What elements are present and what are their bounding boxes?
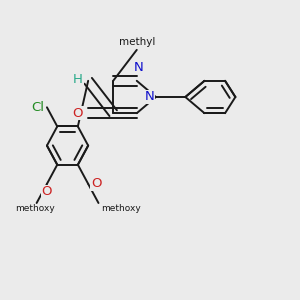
Text: O: O xyxy=(91,177,102,190)
Text: O: O xyxy=(72,107,83,120)
Text: methyl: methyl xyxy=(118,37,155,47)
Text: methoxy: methoxy xyxy=(101,205,141,214)
Text: N: N xyxy=(133,61,143,74)
Text: H: H xyxy=(73,73,83,86)
Text: O: O xyxy=(42,185,52,198)
Text: N: N xyxy=(145,91,154,103)
Text: methoxy: methoxy xyxy=(15,205,55,214)
Text: Cl: Cl xyxy=(31,101,44,114)
